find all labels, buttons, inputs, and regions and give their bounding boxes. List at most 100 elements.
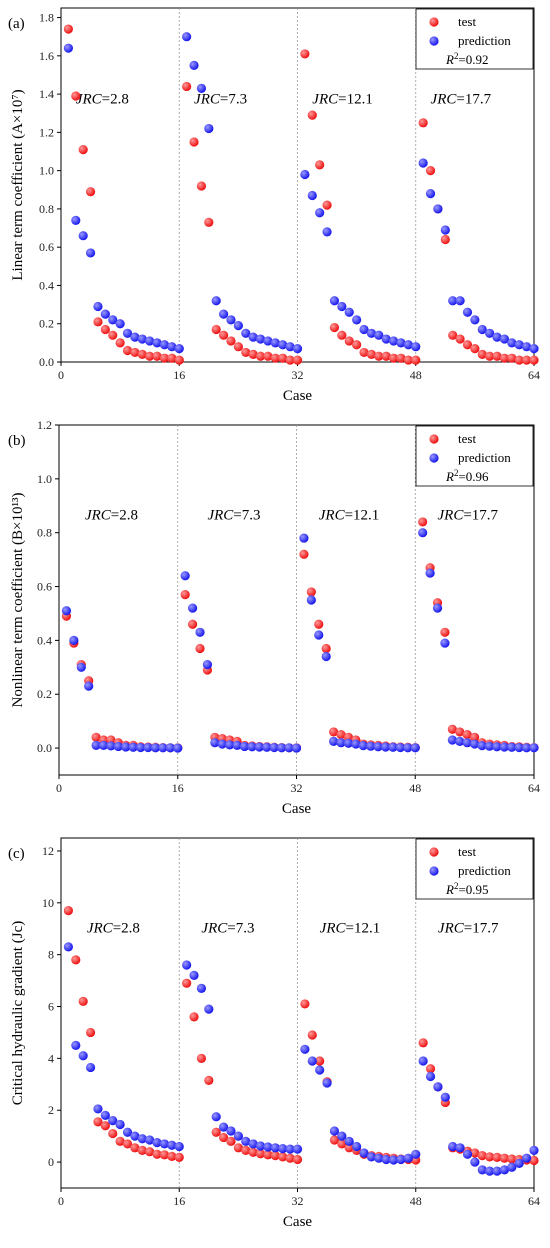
r2-value: =0.96: [458, 469, 489, 484]
jrc-value: =12.1: [345, 508, 380, 524]
y-tick-label: 1.2: [37, 418, 52, 432]
data-point-prediction: [145, 1135, 155, 1145]
y-tick-label: 1.0: [37, 472, 52, 486]
data-point-test: [218, 1132, 229, 1143]
jrc-symbol: JRC: [87, 921, 114, 937]
data-point-prediction: [462, 1149, 473, 1159]
jrc-group-label: JRC=2.8: [76, 92, 129, 108]
data-point-prediction: [189, 60, 199, 71]
data-point-test: [263, 351, 273, 361]
r2-symbol: R: [445, 882, 454, 897]
jrc-group-label: JRC=17.7: [438, 508, 499, 524]
data-point-test: [462, 730, 472, 740]
x-tick-label: 32: [292, 368, 304, 382]
data-point-prediction: [270, 338, 280, 348]
data-point-prediction: [136, 742, 146, 753]
data-point-prediction: [152, 338, 162, 348]
data-point-prediction: [492, 1166, 502, 1176]
data-point-test: [381, 351, 391, 361]
y-tick-label: 1.2: [39, 125, 54, 139]
data-point-prediction: [352, 315, 362, 325]
data-point-test: [78, 145, 88, 155]
data-point-prediction: [233, 321, 243, 331]
y-axis-title: Critical hydraulic gradient (Jc): [10, 921, 26, 1106]
data-point-test: [300, 999, 310, 1009]
jrc-value: =12.1: [346, 921, 381, 937]
data-point-test: [211, 324, 221, 335]
jrc-symbol: JRC: [320, 921, 347, 937]
data-point-test: [233, 342, 243, 352]
data-point-prediction: [433, 204, 443, 214]
data-point-prediction: [344, 1136, 354, 1146]
data-point-test: [344, 1143, 354, 1153]
data-point-test: [115, 1136, 125, 1146]
data-point-prediction: [130, 1131, 140, 1141]
data-point-test: [306, 587, 316, 597]
data-point-prediction: [470, 739, 480, 749]
data-point-prediction: [158, 743, 168, 753]
data-point-prediction: [440, 225, 450, 235]
data-point-prediction: [182, 32, 192, 42]
data-point-prediction: [196, 83, 207, 93]
data-point-test: [329, 1135, 340, 1145]
data-point-test: [196, 1053, 207, 1063]
data-point-test: [204, 217, 214, 227]
y-axis-title: Nonlinear term coefficient (B×10¹³): [10, 492, 26, 707]
data-point-prediction: [71, 215, 81, 225]
data-point-test: [492, 1152, 502, 1163]
panel-label: (b): [8, 433, 26, 449]
data-point-prediction: [314, 630, 324, 640]
series-prediction: [61, 528, 539, 753]
data-point-prediction: [329, 296, 340, 306]
data-point-test: [263, 1150, 273, 1160]
data-point-test: [145, 1147, 155, 1157]
data-point-prediction: [85, 1062, 96, 1073]
data-point-prediction: [306, 595, 316, 605]
data-point-prediction: [358, 741, 368, 751]
data-point-test: [226, 336, 236, 346]
data-point-test: [100, 324, 110, 335]
data-point-prediction: [108, 1115, 118, 1126]
data-point-test: [71, 955, 81, 965]
data-point-prediction: [514, 1158, 524, 1168]
y-tick-label: 6: [48, 1000, 54, 1014]
data-point-test: [374, 351, 384, 361]
data-point-test: [470, 1148, 480, 1158]
data-point-test: [159, 353, 170, 363]
data-point-test: [292, 355, 303, 365]
data-point-test: [322, 200, 332, 210]
data-point-prediction: [477, 741, 487, 751]
data-point-prediction: [167, 1140, 177, 1150]
jrc-symbol: JRC: [438, 921, 465, 937]
data-point-prediction: [108, 315, 118, 325]
data-point-prediction: [522, 1153, 532, 1163]
data-point-prediction: [514, 742, 524, 753]
data-point-test: [285, 355, 295, 365]
data-point-prediction: [462, 307, 473, 317]
data-point-prediction: [277, 743, 287, 753]
data-point-test: [278, 353, 288, 363]
data-point-prediction: [315, 1065, 325, 1075]
data-point-test: [145, 351, 155, 361]
data-point-test: [492, 351, 502, 361]
legend-label-test: test: [458, 844, 476, 859]
x-tick-label: 48: [410, 368, 422, 382]
legend-r2: R2=0.96: [445, 468, 489, 484]
data-point-prediction: [150, 743, 161, 753]
data-point-test: [440, 627, 450, 637]
data-point-test: [337, 330, 347, 340]
data-point-prediction: [396, 1154, 406, 1165]
y-tick-label: 1.6: [39, 49, 54, 63]
data-point-prediction: [269, 742, 279, 753]
jrc-value: =17.7: [463, 508, 498, 524]
data-point-test: [78, 996, 88, 1006]
data-point-prediction: [425, 568, 435, 578]
y-tick-label: 2: [48, 1103, 54, 1117]
y-tick-label: 0.4: [37, 633, 52, 647]
data-point-prediction: [226, 1126, 236, 1136]
jrc-symbol: JRC: [194, 92, 221, 108]
data-point-prediction: [93, 301, 103, 312]
r2-symbol: R: [445, 52, 454, 67]
data-point-prediction: [248, 332, 258, 342]
